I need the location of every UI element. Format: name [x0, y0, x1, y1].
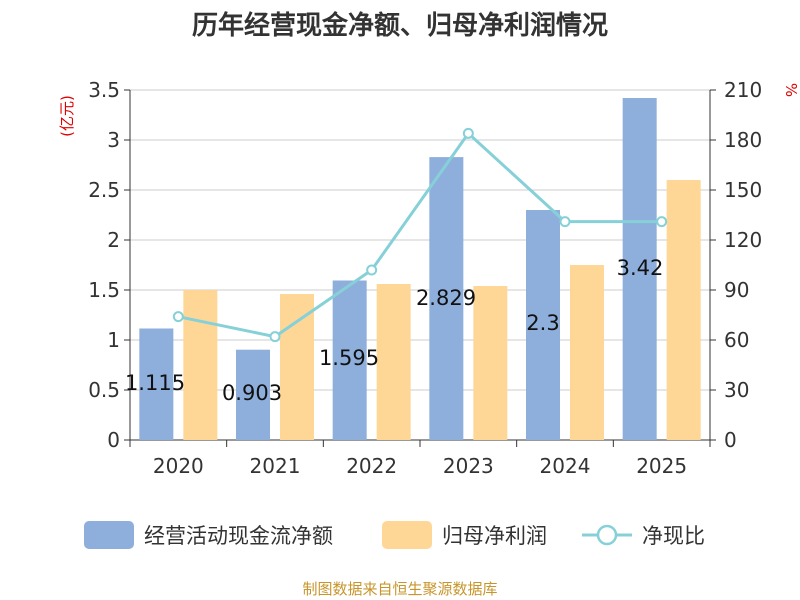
right-tick-label: 0 — [724, 428, 737, 452]
ratio-line — [172, 127, 668, 343]
bar-operating-cash-flow — [429, 157, 464, 440]
left-tick-label: 1.5 — [88, 278, 120, 302]
ratio-point — [366, 264, 378, 276]
legend-label-operating-cash-flow: 经营活动现金流净额 — [144, 524, 333, 548]
ratio-point — [172, 311, 184, 323]
legend-swatch-operating-cash-flow — [84, 521, 134, 549]
x-tick-label: 2023 — [443, 454, 494, 478]
legend[interactable]: 经营活动现金流净额 归母净利润 净现比 — [84, 521, 705, 549]
grid — [130, 89, 710, 391]
left-axis-unit: (亿元) — [58, 95, 76, 137]
source-note: 制图数据来自恒生聚源数据库 — [302, 580, 497, 598]
right-tick-label: 210 — [724, 78, 762, 102]
axes: 0 0.5 1 1.5 2 2.5 3 3.5 0 30 60 90 120 150 180 210 (亿元)%… — [58, 78, 800, 478]
bar-net-profit — [570, 265, 604, 440]
bar-value-label: 2.3 — [526, 311, 559, 335]
right-tick-label: 30 — [724, 378, 749, 402]
legend-label-ratio: 净现比 — [642, 524, 705, 548]
right-tick-label: 60 — [724, 328, 749, 352]
legend-swatch-ratio-marker — [596, 524, 618, 546]
bar-net-profit — [280, 294, 314, 440]
ratio-point — [656, 216, 668, 228]
bar-operating-cash-flow — [236, 349, 270, 440]
bar-value-label: 3.42 — [617, 256, 664, 280]
ratio-point — [559, 216, 571, 228]
left-tick-label: 2.5 — [88, 178, 120, 202]
ratio-line-path — [178, 131, 662, 339]
right-tick-label: 120 — [724, 228, 762, 252]
bar-net-profit — [183, 290, 218, 440]
bar-value-label: 1.115 — [125, 371, 185, 395]
x-tick-label: 2022 — [346, 454, 397, 478]
legend-swatch-net-profit — [382, 521, 432, 549]
ratio-point — [462, 127, 474, 139]
x-tick-label: 2025 — [636, 454, 687, 478]
left-tick-label: 0 — [107, 428, 120, 452]
ratio-point — [269, 331, 281, 343]
right-tick-label: 90 — [724, 278, 749, 302]
bar-net-profit — [473, 286, 508, 440]
bar-operating-cash-flow — [622, 98, 657, 440]
x-tick-label: 2020 — [153, 454, 204, 478]
x-tick-label: 2021 — [250, 454, 301, 478]
bars — [139, 98, 701, 440]
right-tick-label: 180 — [724, 128, 762, 152]
bar-value-label: 0.903 — [222, 381, 282, 405]
x-tick-label: 2024 — [540, 454, 591, 478]
left-tick-label: 3 — [107, 128, 120, 152]
bar-value-label: 2.829 — [416, 286, 476, 310]
left-tick-label: 1 — [107, 328, 120, 352]
chart-title: 历年经营现金净额、归母净利润情况 — [192, 10, 608, 41]
right-axis-unit: % — [782, 83, 800, 97]
bar-net-profit — [376, 284, 411, 440]
bar-value-label: 1.595 — [319, 346, 379, 370]
legend-label-net-profit: 归母净利润 — [442, 524, 547, 548]
bar-net-profit — [666, 180, 701, 440]
left-tick-label: 0.5 — [88, 378, 120, 402]
bar-operating-cash-flow — [332, 280, 367, 440]
bar-operating-cash-flow — [526, 210, 560, 440]
left-tick-label: 3.5 — [88, 78, 120, 102]
data-labels: 1.115 0.903 1.595 2.829 2.3 3.42 — [125, 256, 663, 405]
bar-operating-cash-flow — [139, 328, 174, 440]
left-tick-label: 2 — [107, 228, 120, 252]
right-tick-label: 150 — [724, 178, 762, 202]
